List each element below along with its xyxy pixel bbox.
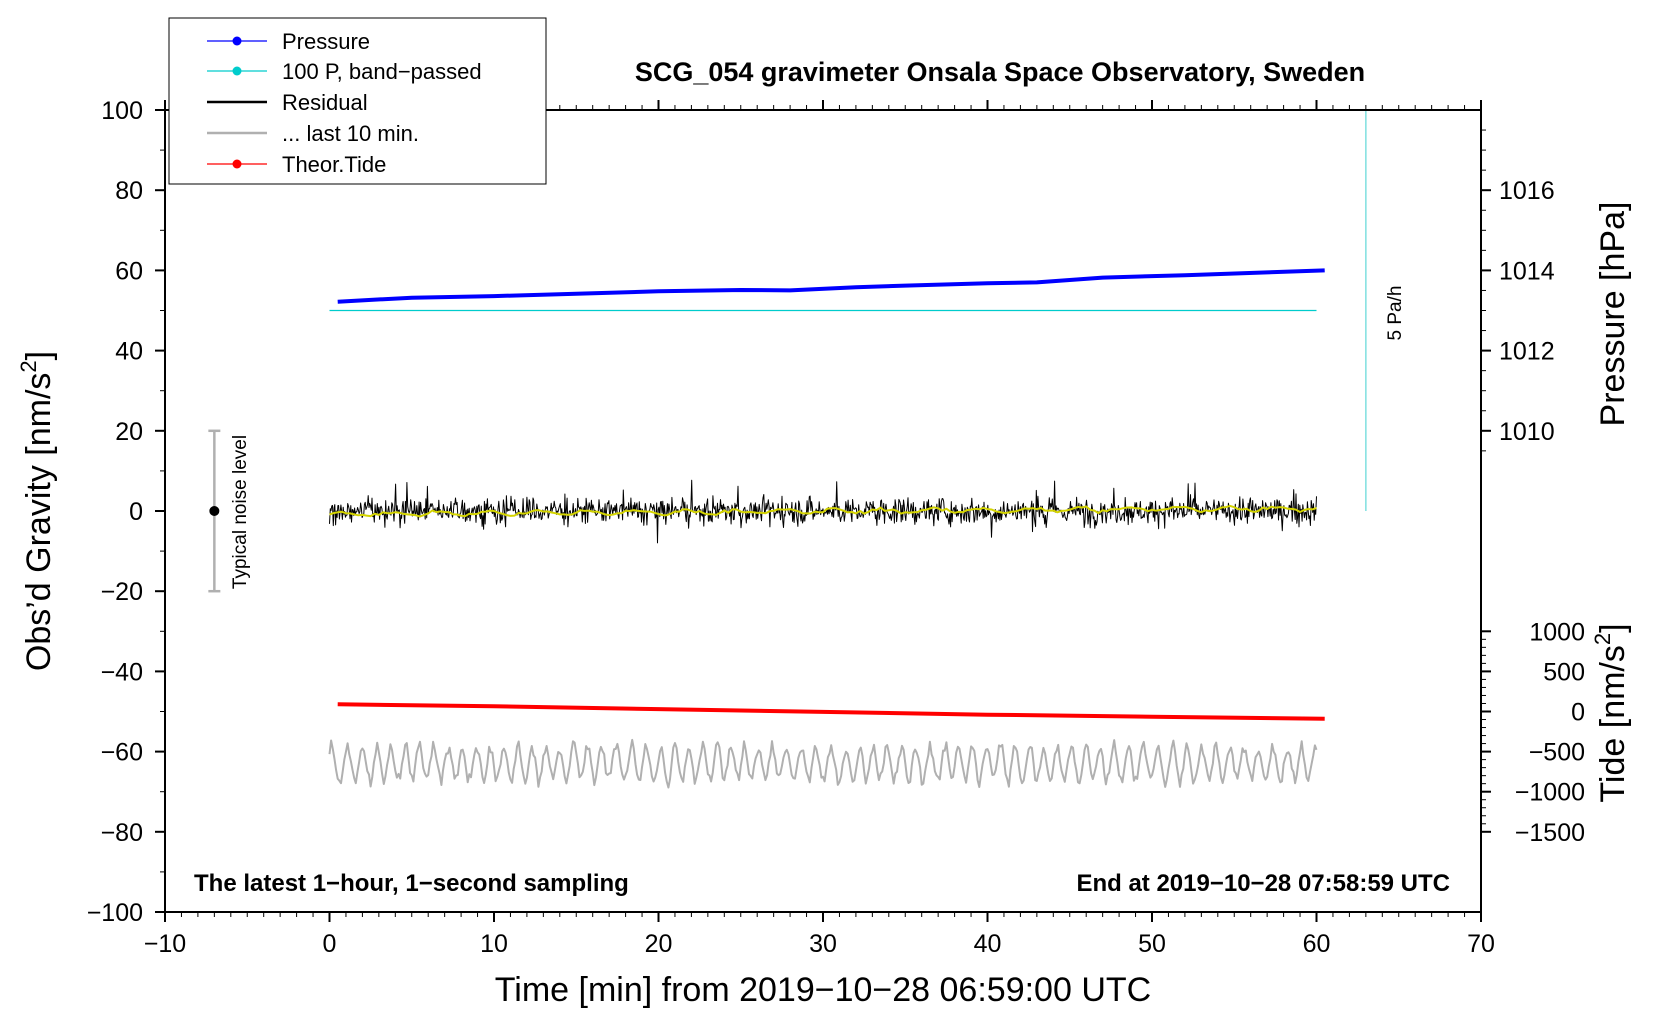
y-axis-label-gravity-sup: 2 xyxy=(16,360,41,372)
legend-entry-last-10-min: ... last 10 min. xyxy=(282,121,419,146)
scale-bar-label: 5 Pa/h xyxy=(1385,286,1406,341)
x-tick-label: 70 xyxy=(1467,930,1495,958)
x-tick-label: 30 xyxy=(809,930,837,958)
tide-tick-label: 1000 xyxy=(1529,618,1585,646)
y-tick-label: 80 xyxy=(115,177,143,205)
tide-tick-label: −1500 xyxy=(1515,819,1585,847)
legend-sample-marker xyxy=(232,159,242,169)
x-tick-label: 50 xyxy=(1138,930,1166,958)
pressure-tick-label: 1016 xyxy=(1499,177,1555,205)
x-tick-label: 0 xyxy=(323,930,337,958)
series-pressure xyxy=(337,268,1325,304)
y-tick-label: −40 xyxy=(101,658,143,686)
y-axis-label-tide-end: ] xyxy=(1594,623,1632,632)
legend: Pressure 100 P, band−passed Residual ...… xyxy=(168,17,547,185)
annotation-left: The latest 1−hour, 1−second sampling xyxy=(194,870,629,897)
noise-bar-label: Typical noise level xyxy=(230,435,251,589)
y-tick-label: 20 xyxy=(115,418,143,446)
x-axis-label: Time [min] from 2019−10−28 06:59:00 UTC xyxy=(495,971,1151,1009)
pressure-tick-label: 1014 xyxy=(1499,257,1555,285)
pressure-tick-label: 1012 xyxy=(1499,338,1555,366)
x-tick-label: 60 xyxy=(1303,930,1331,958)
series-residual-smoothed xyxy=(329,504,1317,518)
y-tick-label: 60 xyxy=(115,257,143,285)
series-layer xyxy=(328,268,1325,789)
x-tick-label: 20 xyxy=(645,930,673,958)
legend-sample-marker xyxy=(232,36,242,46)
legend-entry-theor-tide: Theor.Tide xyxy=(282,152,386,177)
legend-samples xyxy=(207,36,267,169)
y-axis-label-gravity-main: Obs’d Gravity [nm/s xyxy=(20,373,58,672)
y-tick-label: 40 xyxy=(115,338,143,366)
y-axis-label-gravity-end: ] xyxy=(20,351,58,360)
tide-tick-label: 0 xyxy=(1571,699,1585,727)
y-tick-label: −60 xyxy=(101,739,143,767)
tide-tick-label: −500 xyxy=(1529,739,1585,767)
x-tick-label: 40 xyxy=(974,930,1002,958)
y-axis-label-pressure: Pressure [hPa] xyxy=(1594,202,1632,427)
series-theor-tide xyxy=(337,702,1325,721)
y-tick-label: 100 xyxy=(101,97,143,125)
x-tick-label: −10 xyxy=(144,930,186,958)
y-axis-label-tide-sup: 2 xyxy=(1590,633,1615,645)
ticks-layer: −10 0 10 20 30 40 50 60 70−100−80−60−40−20020406… xyxy=(87,97,1585,958)
y-tick-label: −20 xyxy=(101,578,143,606)
y-axis-label-tide-main: Tide [nm/s xyxy=(1594,645,1632,802)
y-tick-label: −80 xyxy=(101,819,143,847)
noise-bar-center-dot xyxy=(209,506,220,516)
legend-sample-marker xyxy=(232,66,242,76)
annotation-layer xyxy=(208,110,1367,593)
pressure-tick-label: 1010 xyxy=(1499,418,1555,446)
series-residual xyxy=(329,479,1317,544)
tide-tick-label: 500 xyxy=(1543,658,1585,686)
y-axis-label-tide: Tide [nm/s2] xyxy=(1590,623,1632,802)
annotation-right: End at 2019−10−28 07:58:59 UTC xyxy=(1076,870,1450,897)
chart-title: SCG_054 gravimeter Onsala Space Observat… xyxy=(635,57,1365,87)
legend-entry-residual: Residual xyxy=(282,90,368,115)
x-tick-label: 10 xyxy=(480,930,508,958)
y-tick-label: −100 xyxy=(87,899,143,927)
legend-entry-band-passed: 100 P, band−passed xyxy=(282,59,482,84)
series-last-10-min xyxy=(328,738,1318,789)
tide-tick-label: −1000 xyxy=(1515,779,1585,807)
legend-entry-pressure: Pressure xyxy=(282,29,370,54)
y-axis-label-gravity: Obs’d Gravity [nm/s2] xyxy=(16,351,58,671)
y-tick-label: 0 xyxy=(129,498,143,526)
